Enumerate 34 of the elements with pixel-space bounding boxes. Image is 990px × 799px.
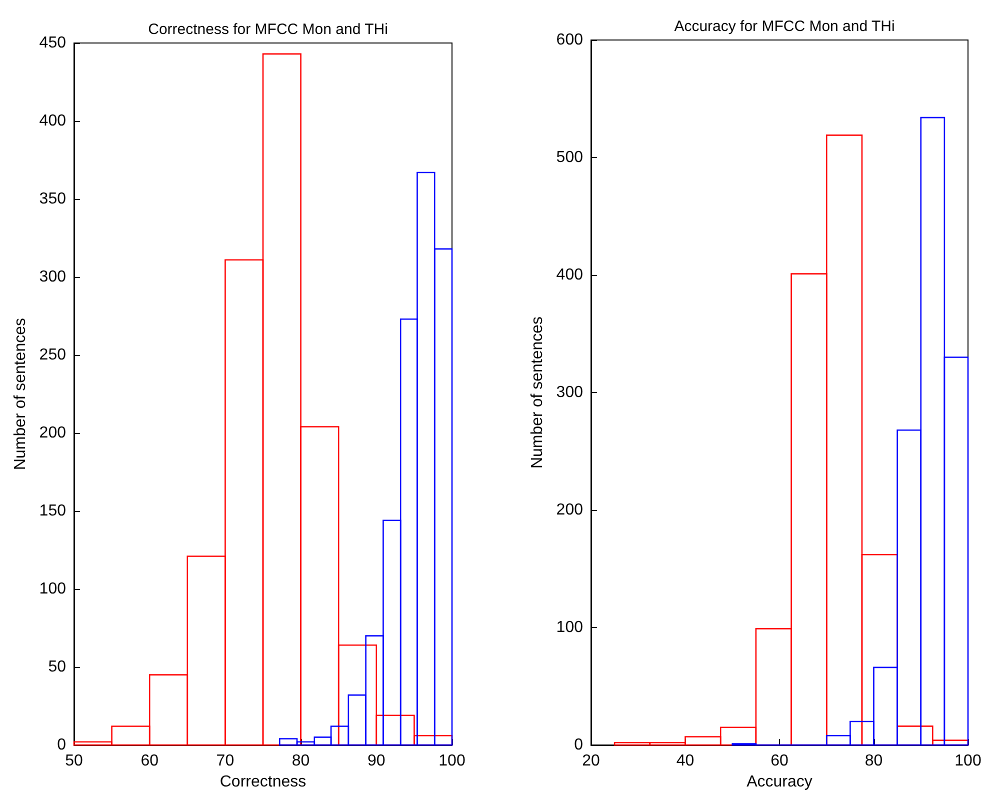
y-tick-label: 250 — [39, 346, 66, 364]
y-tick-label: 400 — [39, 112, 66, 130]
y-tick-label: 150 — [39, 502, 66, 520]
y-axis-title: Number of sentences — [528, 316, 546, 469]
x-axis-title: Correctness — [220, 773, 306, 790]
x-tick-label: 90 — [368, 752, 386, 770]
chart-title: Accuracy for MFCC Mon and THi — [674, 18, 895, 35]
x-tick-label: 70 — [216, 752, 234, 770]
chart-title: Correctness for MFCC Mon and THi — [148, 21, 388, 38]
y-tick-label: 600 — [556, 32, 584, 48]
x-tick-label: 50 — [65, 752, 83, 770]
x-tick-label: 20 — [582, 752, 600, 770]
x-tick-label: 40 — [676, 752, 694, 770]
x-tick-label: 80 — [292, 752, 310, 770]
y-tick-label: 350 — [39, 190, 66, 208]
y-tick-label: 50 — [48, 658, 66, 676]
x-tick-label: 100 — [438, 752, 466, 770]
y-axis-title: Number of sentences — [12, 318, 29, 470]
x-axis-title: Accuracy — [746, 773, 812, 790]
y-tick-label: 500 — [556, 149, 584, 166]
x-tick-label: 60 — [770, 752, 788, 770]
y-tick-label: 400 — [556, 266, 584, 284]
x-tick-label: 80 — [864, 752, 883, 770]
y-tick-label: 300 — [556, 384, 584, 401]
y-tick-label: 100 — [556, 619, 584, 636]
y-tick-label: 0 — [57, 736, 66, 754]
y-tick-label: 200 — [39, 424, 66, 442]
y-tick-label: 300 — [39, 268, 66, 286]
x-tick-label: 100 — [954, 752, 982, 770]
y-tick-label: 450 — [39, 34, 66, 52]
y-tick-label: 0 — [574, 736, 584, 754]
y-tick-label: 200 — [556, 502, 584, 518]
y-tick-label: 100 — [39, 580, 66, 598]
x-tick-label: 60 — [140, 752, 159, 770]
